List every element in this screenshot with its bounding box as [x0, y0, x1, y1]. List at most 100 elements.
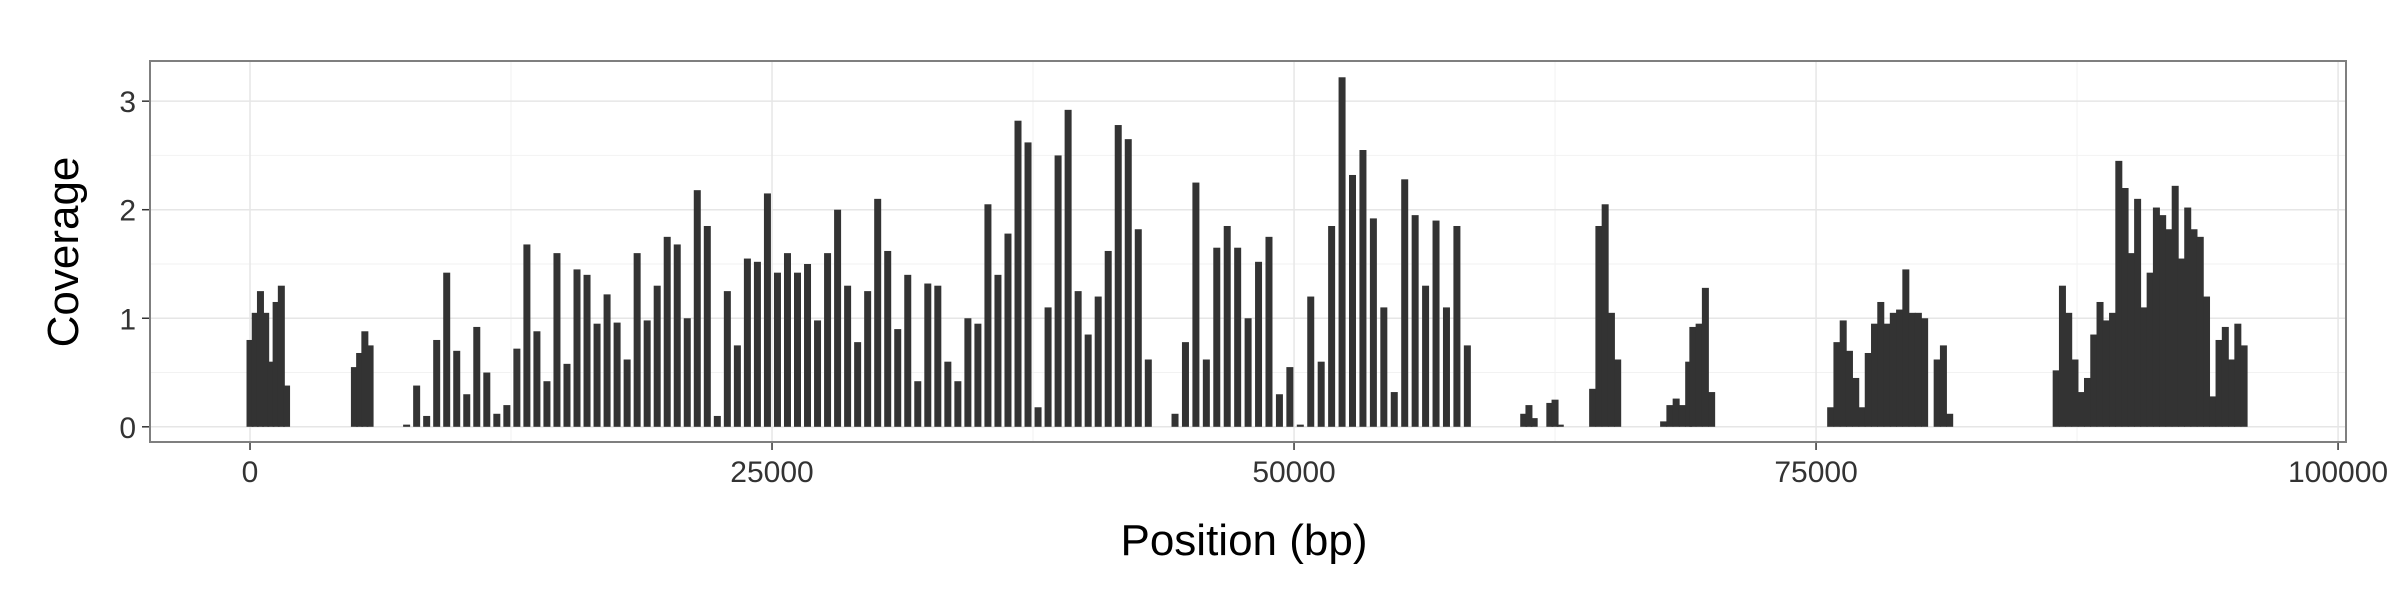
bar [2159, 215, 2167, 427]
bar [844, 285, 852, 427]
bar [256, 291, 264, 427]
bar [493, 413, 501, 427]
bar [2134, 198, 2142, 427]
bar [2240, 345, 2248, 427]
bar [361, 331, 369, 427]
bar [1380, 307, 1388, 427]
bar [1202, 359, 1210, 427]
bar [246, 339, 254, 427]
bar [2109, 312, 2117, 427]
bar [513, 348, 521, 427]
bar [1556, 424, 1564, 427]
bar [1034, 407, 1042, 427]
bar [743, 258, 751, 427]
bar [533, 331, 541, 427]
bar [1896, 309, 1904, 427]
bar [2221, 326, 2229, 427]
bar [366, 345, 374, 427]
bar [1359, 150, 1367, 427]
bar [483, 372, 491, 427]
bar [894, 329, 902, 427]
bar [1933, 359, 1941, 427]
bar [1833, 342, 1841, 427]
bar [783, 253, 791, 427]
bar [733, 345, 741, 427]
bar [1595, 225, 1603, 427]
bar [413, 385, 421, 427]
bar [874, 198, 882, 427]
y-tick-label: 0 [119, 412, 136, 445]
bar [794, 272, 802, 427]
bar [593, 323, 601, 427]
bar [1255, 261, 1263, 427]
bar [2184, 207, 2192, 427]
bar [824, 253, 832, 427]
bar [2234, 323, 2242, 427]
bar [1349, 174, 1357, 427]
bar [1660, 421, 1668, 427]
bar [2065, 312, 2073, 427]
bar [1939, 345, 1947, 427]
bar [2102, 320, 2110, 427]
bar [2190, 229, 2198, 427]
bar [2209, 396, 2217, 427]
bar [683, 318, 691, 427]
bar [673, 244, 681, 427]
bar [1422, 285, 1430, 427]
bar [463, 394, 471, 427]
bar [1864, 352, 1872, 427]
bar [633, 253, 641, 427]
bar [2171, 185, 2179, 427]
bar [1852, 377, 1860, 427]
bar [1607, 312, 1615, 427]
bar [2146, 272, 2154, 427]
bar [1845, 350, 1853, 427]
bar [473, 326, 481, 427]
x-axis-title: Position (bp) [1120, 516, 1367, 565]
bar [1234, 247, 1242, 427]
x-tick-label: 75000 [1774, 456, 1857, 489]
bar [934, 285, 942, 427]
bar [1889, 312, 1897, 427]
bar [613, 322, 621, 427]
bar [523, 244, 531, 427]
bar [1338, 77, 1346, 427]
bar [1390, 392, 1398, 427]
bar [2140, 307, 2148, 427]
bar [864, 291, 872, 427]
bar [1104, 250, 1112, 427]
bar [1317, 361, 1325, 427]
bar [423, 415, 431, 427]
bar [583, 274, 591, 427]
x-tick-label: 100000 [2288, 456, 2388, 489]
bar [433, 339, 441, 427]
bar [723, 291, 731, 427]
bar [2052, 370, 2060, 427]
bar [2177, 258, 2185, 427]
bar [663, 236, 671, 427]
y-tick-label: 3 [119, 86, 136, 119]
bar [1286, 367, 1294, 427]
bar [2096, 301, 2104, 427]
bar [2083, 377, 2091, 427]
plot-border [149, 60, 2347, 443]
bar [1902, 269, 1910, 427]
bar [267, 361, 275, 427]
bar [1171, 413, 1179, 427]
bar [1432, 220, 1440, 427]
bar [443, 272, 451, 427]
bar [1213, 247, 1221, 427]
bar [763, 193, 771, 427]
bar [1672, 398, 1680, 427]
bar [1685, 361, 1693, 427]
y-axis-title: Coverage [39, 157, 88, 348]
bar [1921, 318, 1929, 427]
bar [1442, 307, 1450, 427]
bar [703, 225, 711, 427]
bar [1701, 287, 1709, 427]
bar [1525, 405, 1533, 427]
bar [1094, 296, 1102, 427]
bar [1689, 326, 1697, 427]
bar [1265, 236, 1273, 427]
